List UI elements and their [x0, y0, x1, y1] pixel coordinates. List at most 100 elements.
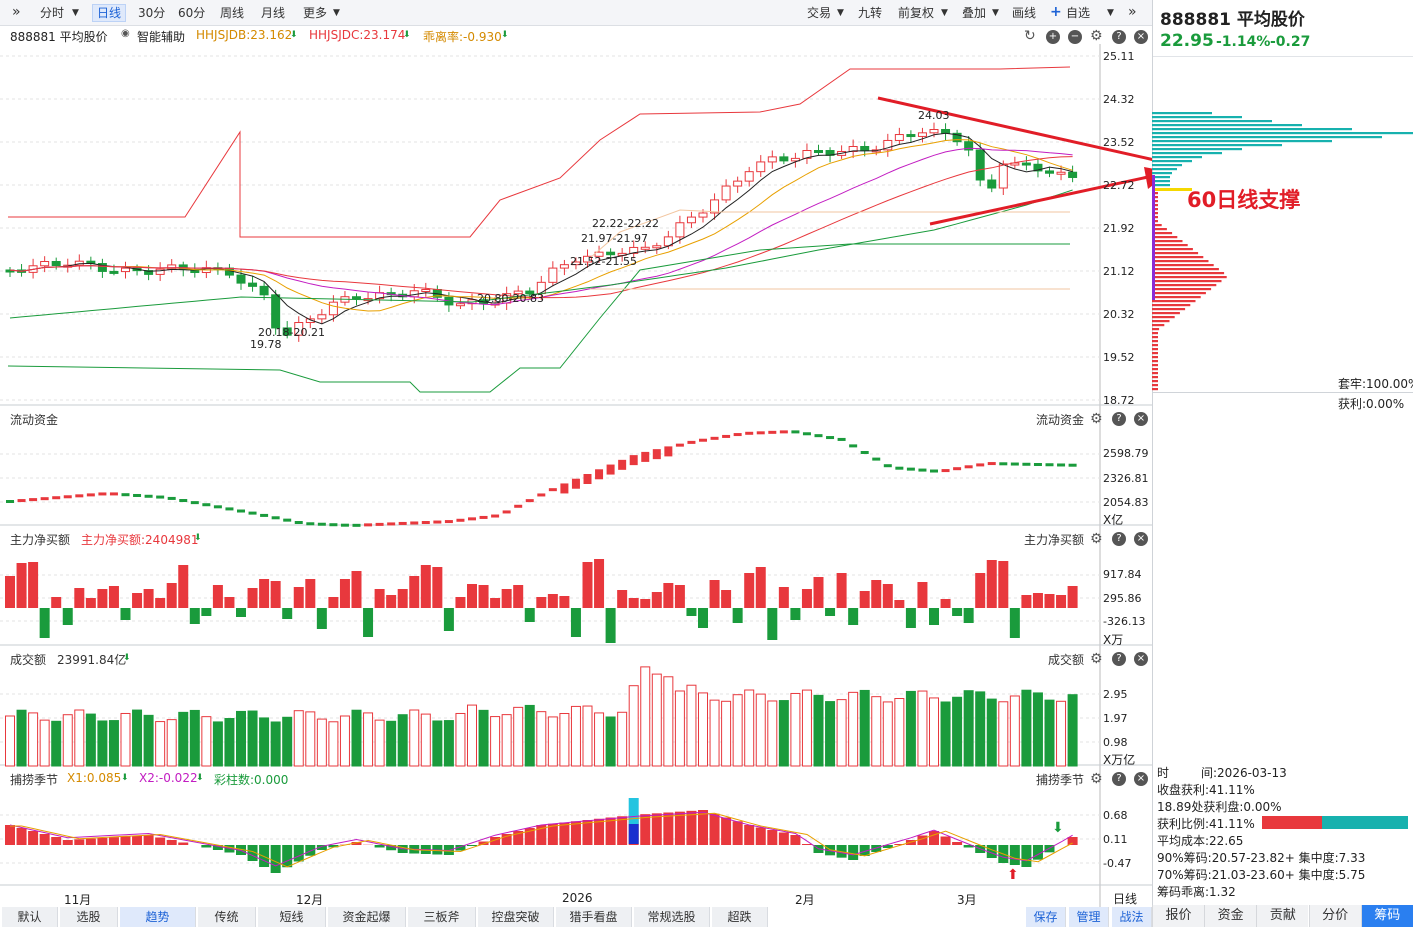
- bottom-tab[interactable]: 常规选股: [634, 907, 710, 927]
- chip-bar: [1152, 292, 1206, 295]
- settings-icon[interactable]: ⚙: [1090, 771, 1103, 787]
- mainflow-bar: [189, 608, 200, 624]
- bottom-tab[interactable]: 趋势: [120, 907, 196, 927]
- settings-icon[interactable]: ⚙: [1090, 28, 1103, 44]
- btn-jiuzhuan[interactable]: 九转: [858, 6, 883, 20]
- volume-bar: [282, 716, 293, 767]
- bottom-action-button[interactable]: 管理: [1069, 907, 1109, 927]
- ma60-line: [9, 189, 1073, 319]
- mainflow-title-right: 主力净买额: [1024, 533, 1085, 547]
- mainflow-legend: 主力净买额:2404981: [81, 533, 199, 547]
- bottom-tab[interactable]: 短线: [258, 907, 326, 927]
- bottom-tab[interactable]: 资金起爆: [328, 907, 406, 927]
- tab-fenshi[interactable]: 分时: [40, 6, 65, 20]
- right-tab[interactable]: 筹码: [1360, 905, 1413, 927]
- stock-title: 888881 平均股价: [1160, 10, 1305, 30]
- volume-bar: [16, 709, 27, 767]
- tab-30min[interactable]: 30分: [138, 6, 166, 20]
- liquidity-bar: [433, 520, 442, 524]
- watchlist-dropdown-icon[interactable]: ▼: [1107, 8, 1114, 18]
- mainflow-unit: X万: [1103, 633, 1124, 647]
- tab-daily[interactable]: 日线: [92, 4, 127, 22]
- bottom-action-button[interactable]: 保存: [1026, 907, 1066, 927]
- restore-dropdown-icon[interactable]: ▼: [941, 8, 948, 18]
- close-icon[interactable]: ×: [1134, 412, 1148, 426]
- down-arrow-icon: ⬇: [123, 653, 131, 663]
- liquidity-bar: [733, 433, 742, 437]
- chip-bar: [1152, 276, 1227, 279]
- right-tab[interactable]: 贡献: [1256, 905, 1309, 927]
- collapse-right-icon[interactable]: »: [1128, 4, 1137, 20]
- season-axis-label: 0.68: [1103, 809, 1128, 822]
- btn-draw[interactable]: 画线: [1012, 6, 1037, 20]
- assist-toggle-icon[interactable]: ◉: [121, 28, 130, 39]
- help-icon[interactable]: ?: [1112, 652, 1126, 666]
- tab-more[interactable]: 更多: [303, 6, 328, 20]
- chip-bar: [1152, 388, 1158, 391]
- tab-60min[interactable]: 60分: [178, 6, 206, 20]
- close-icon[interactable]: ×: [1134, 532, 1148, 546]
- season-bar: [328, 845, 339, 848]
- settings-icon[interactable]: ⚙: [1090, 411, 1103, 427]
- bottom-tab[interactable]: 传统: [198, 907, 256, 927]
- right-tab[interactable]: 资金: [1204, 905, 1257, 927]
- refresh-icon[interactable]: ↻: [1024, 28, 1036, 44]
- assist-label[interactable]: 智能辅助: [137, 30, 186, 44]
- volume-bar: [1067, 694, 1078, 767]
- volume-bar: [905, 690, 916, 767]
- settings-icon[interactable]: ⚙: [1090, 651, 1103, 667]
- help-icon[interactable]: ?: [1112, 532, 1126, 546]
- bottom-tab[interactable]: 超跌: [712, 907, 768, 927]
- btn-trade[interactable]: 交易: [807, 6, 832, 20]
- close-icon[interactable]: ×: [1134, 772, 1148, 786]
- volume-bar: [132, 709, 143, 767]
- volume-bar: [212, 721, 223, 767]
- dropdown-arrow-icon[interactable]: ▼: [72, 8, 79, 18]
- tab-monthly[interactable]: 月线: [261, 6, 286, 20]
- btn-overlay[interactable]: 叠加: [962, 6, 987, 20]
- candle-body: [109, 270, 119, 274]
- bottom-tab[interactable]: 默认: [2, 907, 58, 927]
- liquidity-bar: [583, 474, 592, 484]
- volume-bar: [732, 694, 743, 767]
- bottom-tab[interactable]: 三板斧: [408, 907, 476, 927]
- volume-bar: [767, 700, 778, 767]
- chip-close-profit: 收盘获利:41.11%: [1157, 783, 1255, 797]
- season-bar: [74, 839, 85, 845]
- collapse-left-icon[interactable]: »: [12, 4, 21, 20]
- right-tab[interactable]: 分价: [1308, 905, 1361, 927]
- liquidity-bar: [306, 522, 315, 526]
- chip-bar: [1152, 324, 1165, 327]
- liquidity-bar: [976, 463, 985, 467]
- help-icon[interactable]: ?: [1112, 772, 1126, 786]
- candle-body: [305, 318, 315, 324]
- mainflow-bar: [1009, 608, 1020, 638]
- settings-icon[interactable]: ⚙: [1090, 531, 1103, 547]
- zoom-out-icon[interactable]: −: [1068, 30, 1082, 44]
- bottom-tab[interactable]: 选股: [60, 907, 118, 927]
- price-label: 20.80-20.83: [477, 292, 544, 305]
- bottom-tab[interactable]: 控盘突破: [478, 907, 554, 927]
- more-dropdown-icon[interactable]: ▼: [333, 8, 340, 18]
- close-icon[interactable]: ×: [1134, 652, 1148, 666]
- candle-body: [767, 156, 777, 163]
- trapped-ratio: 套牢:100.00%: [1338, 377, 1413, 391]
- tab-weekly[interactable]: 周线: [220, 6, 245, 20]
- btn-watchlist[interactable]: 自选: [1066, 6, 1091, 20]
- right-tab[interactable]: 报价: [1152, 905, 1204, 927]
- season-bar: [39, 834, 50, 845]
- liquidity-bar: [6, 500, 14, 503]
- trade-dropdown-icon[interactable]: ▼: [837, 8, 844, 18]
- help-icon[interactable]: ?: [1112, 30, 1126, 44]
- bottom-action-button[interactable]: 战法: [1112, 907, 1152, 927]
- overlay-dropdown-icon[interactable]: ▼: [992, 8, 999, 18]
- close-icon[interactable]: ×: [1134, 30, 1148, 44]
- btn-restore-right[interactable]: 前复权: [898, 6, 935, 20]
- add-icon[interactable]: +: [1050, 4, 1062, 20]
- chip-bar: [1152, 348, 1158, 351]
- zoom-in-icon[interactable]: +: [1046, 30, 1060, 44]
- help-icon[interactable]: ?: [1112, 412, 1126, 426]
- bottom-tab[interactable]: 猎手看盘: [556, 907, 632, 927]
- mainflow-bar: [582, 562, 593, 608]
